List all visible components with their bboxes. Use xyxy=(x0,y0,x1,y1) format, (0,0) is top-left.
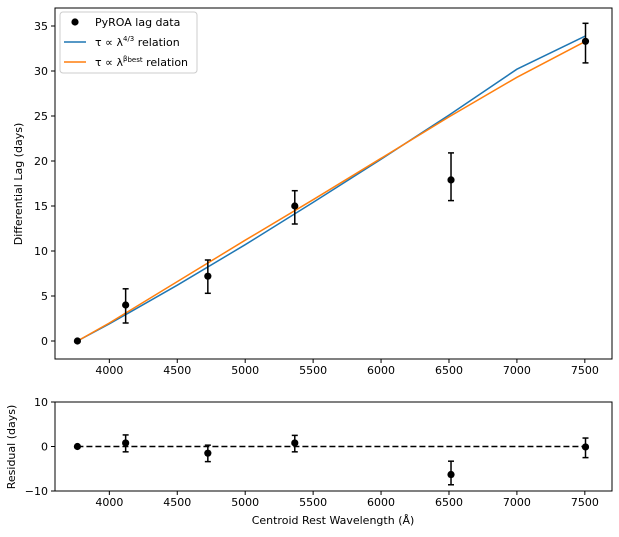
x-axis-label: Centroid Rest Wavelength (Å) xyxy=(252,514,415,527)
lag-y-tick-label: 15 xyxy=(34,200,48,213)
residual-axes-frame xyxy=(54,401,613,492)
residual-data-point xyxy=(73,442,82,451)
lag-panel: 4000 4500 5000 5500 6000 6500 7000 7500 0 5 10 15 20… xyxy=(34,7,613,377)
residual-x-tick-label: 5000 xyxy=(231,496,259,509)
lag-x-tick-label: 5500 xyxy=(299,364,327,377)
lag-y-tick-label: 10 xyxy=(34,245,48,258)
lag-x-tick-label: 4000 xyxy=(95,364,123,377)
residual-x-tick-label: 4500 xyxy=(163,496,191,509)
residual-data-point xyxy=(291,439,299,447)
residual-x-tick-label: 4000 xyxy=(95,496,123,509)
residual-x-tick-label: 6000 xyxy=(367,496,395,509)
lag-series-line-0 xyxy=(77,35,586,342)
lag-x-tick-label: 6500 xyxy=(435,364,463,377)
lag-y-tick-label: 25 xyxy=(34,110,48,123)
residual-x-tick-label: 7000 xyxy=(503,496,531,509)
legend-label: PyROA lag data xyxy=(95,16,180,29)
legend-box xyxy=(59,11,198,74)
lag-x-tick-label: 7500 xyxy=(571,364,599,377)
lag-y-tick-label: 35 xyxy=(34,20,48,33)
lag-data-point xyxy=(73,337,82,345)
residual-data-point xyxy=(447,470,455,479)
residual-panel: 4000 4500 5000 5500 6000 6500 7000 7500 −10 0 10 xyxy=(25,396,613,509)
lag-data-point xyxy=(447,176,455,184)
lag-axes-frame xyxy=(54,7,613,360)
residual-y-tick-label: 10 xyxy=(34,396,48,409)
lag-x-tick-label: 6000 xyxy=(367,364,395,377)
lag-data-point xyxy=(291,202,299,210)
lag-x-tick-label: 5000 xyxy=(231,364,259,377)
residual-x-tick-label: 6500 xyxy=(435,496,463,509)
lag-y-tick-label: 5 xyxy=(41,290,48,303)
lag-x-tick-label: 7000 xyxy=(503,364,531,377)
legend-label: τ ∝ λβbest relation xyxy=(95,55,188,69)
legend-label: τ ∝ λ4/3 relation xyxy=(95,35,180,49)
residual-x-tick-label: 5500 xyxy=(299,496,327,509)
residual-data-point xyxy=(122,439,130,447)
lag-x-tick-label: 4500 xyxy=(163,364,191,377)
lag-series-line-1 xyxy=(77,40,586,342)
lag-y-tick-label: 20 xyxy=(34,155,48,168)
residual-panel-y-axis-label: Residual (days) xyxy=(5,405,18,490)
lag-y-tick-label: 0 xyxy=(41,335,48,348)
legend: PyROA lag data τ ∝ λ4/3 relation τ ∝ λβbes… xyxy=(59,11,198,74)
residual-data-point xyxy=(581,443,590,451)
residual-y-tick-label: 0 xyxy=(41,441,48,454)
lag-panel-y-axis-label: Differential Lag (days) xyxy=(12,123,25,245)
residual-x-tick-label: 7500 xyxy=(571,496,599,509)
lag-data-point xyxy=(581,37,590,45)
legend-marker xyxy=(71,18,79,26)
residual-data-point xyxy=(204,449,212,457)
residual-y-tick-label: −10 xyxy=(25,485,48,498)
lag-data-point xyxy=(122,301,130,309)
lag-y-tick-label: 30 xyxy=(34,65,48,78)
lag-data-point xyxy=(204,272,212,280)
